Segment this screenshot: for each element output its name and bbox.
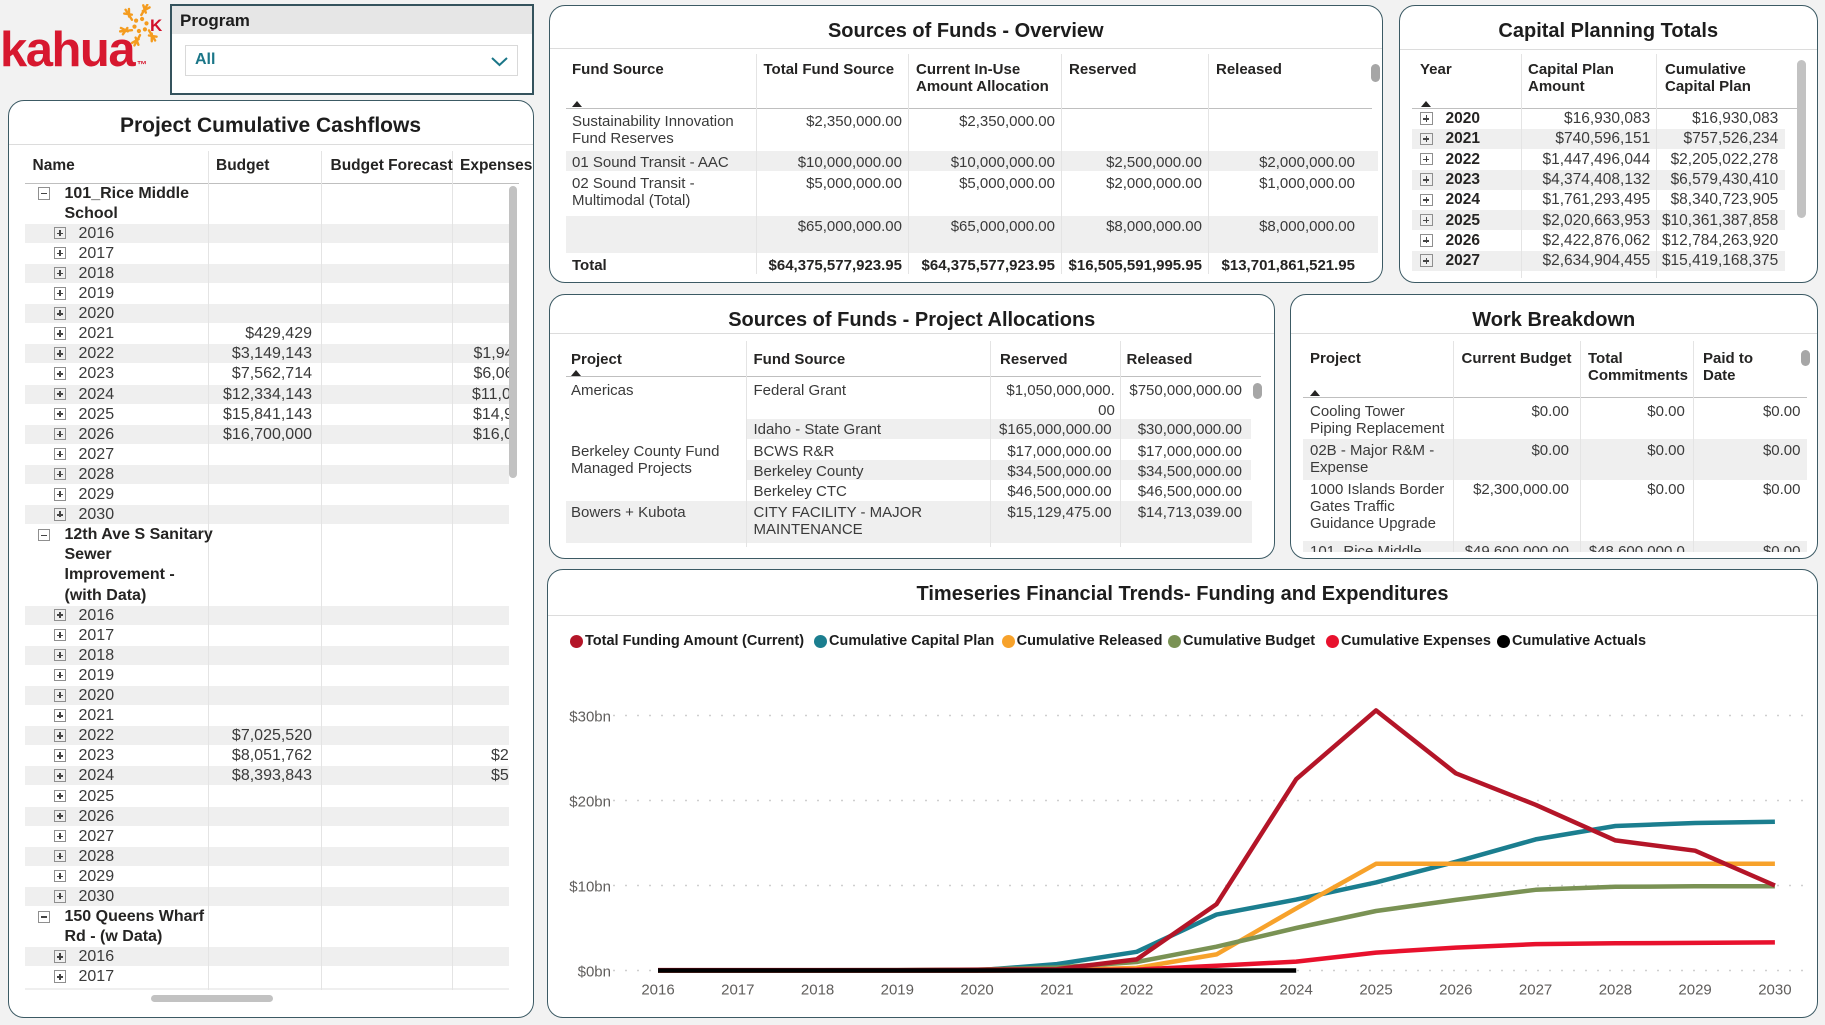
svg-text:$10bn: $10bn [569, 878, 611, 895]
svg-text:2019: 2019 [881, 981, 914, 998]
svg-text:$0bn: $0bn [578, 963, 611, 980]
svg-text:2030: 2030 [1758, 981, 1791, 998]
svg-text:2026: 2026 [1439, 981, 1472, 998]
svg-text:2022: 2022 [1120, 981, 1153, 998]
svg-text:2020: 2020 [960, 981, 993, 998]
svg-text:2029: 2029 [1678, 981, 1711, 998]
svg-text:2016: 2016 [641, 981, 674, 998]
svg-text:2028: 2028 [1599, 981, 1632, 998]
svg-text:2023: 2023 [1200, 981, 1233, 998]
svg-text:2024: 2024 [1280, 981, 1313, 998]
svg-text:2025: 2025 [1359, 981, 1392, 998]
svg-text:2018: 2018 [801, 981, 834, 998]
svg-text:2021: 2021 [1040, 981, 1073, 998]
svg-text:$20bn: $20bn [569, 793, 611, 810]
svg-text:$30bn: $30bn [569, 708, 611, 725]
svg-text:K: K [150, 16, 163, 35]
svg-text:2027: 2027 [1519, 981, 1552, 998]
svg-text:2017: 2017 [721, 981, 754, 998]
